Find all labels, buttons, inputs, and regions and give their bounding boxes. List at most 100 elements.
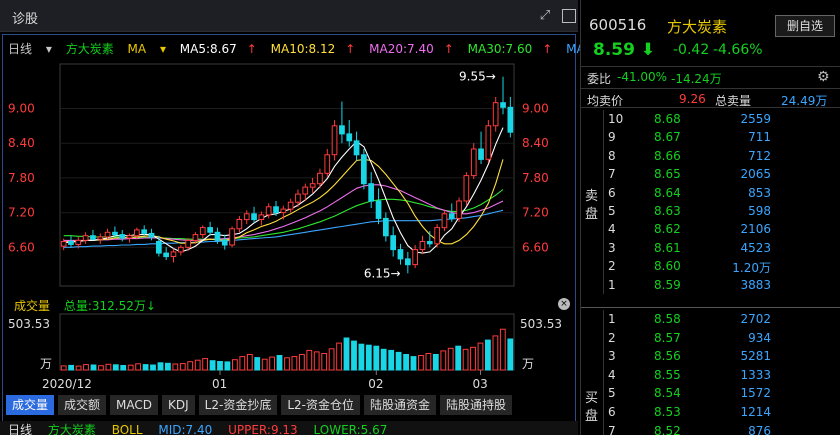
panel-titlebar: 诊股 ⤢ <box>0 0 578 32</box>
sell-level-row[interactable]: 7 8.65 2065 <box>604 165 840 183</box>
buy-level-row[interactable]: 1 8.58 2702 <box>604 310 840 329</box>
level-price: 8.64 <box>654 185 681 200</box>
level-quantity: 934 <box>748 330 771 345</box>
candle-body <box>317 172 323 185</box>
volume-bar <box>455 345 462 371</box>
volume-bar <box>306 349 313 371</box>
volume-tick-left: 503.53 <box>8 317 50 331</box>
restore-window-icon[interactable] <box>562 9 576 23</box>
volume-bar <box>75 365 82 371</box>
level-number: 5 <box>608 203 616 218</box>
candle-body <box>331 125 338 156</box>
volume-bar <box>477 342 484 371</box>
candle-body <box>412 249 418 266</box>
high-annotation: 9.55→ <box>459 70 496 84</box>
level-quantity: 2106 <box>740 222 771 237</box>
buy-level-row[interactable]: 5 8.54 1572 <box>604 384 840 403</box>
tab-volume[interactable]: 成交量 <box>6 395 55 415</box>
sell-level-row[interactable]: 4 8.62 2106 <box>604 220 840 238</box>
sell-level-row[interactable]: 5 8.63 598 <box>604 202 840 220</box>
indicator-label[interactable]: BOLL <box>111 423 143 435</box>
candle-body <box>82 235 89 241</box>
sell-level-row[interactable]: 9 8.67 711 <box>604 128 840 146</box>
volume-bar <box>165 362 171 371</box>
candle-body <box>375 200 382 219</box>
buy-level-row[interactable]: 4 8.55 1333 <box>604 366 840 385</box>
volume-bar <box>358 343 365 371</box>
candle-body <box>243 213 250 221</box>
volume-bar <box>351 340 357 371</box>
volume-chart[interactable]: 503.53 503.53 万 万 2020/12 01 02 03 <box>0 296 578 394</box>
level-quantity: 711 <box>748 130 771 145</box>
sell-level-row[interactable]: 6 8.64 853 <box>604 184 840 202</box>
total-sell-label: 总卖量 <box>715 94 752 108</box>
tab-turnover[interactable]: 成交额 <box>58 395 107 415</box>
tab-l2-bottom[interactable]: L2-资金抄底 <box>198 395 278 415</box>
candle-body <box>287 201 294 210</box>
level-number: 8 <box>608 148 616 163</box>
level-price: 8.57 <box>654 330 681 345</box>
candle-body <box>214 231 221 241</box>
boll-upper: UPPER:9.13 <box>228 423 298 435</box>
expand-icon[interactable]: ⤢ <box>539 8 551 23</box>
avg-sell-value: 9.26 <box>679 92 706 106</box>
volume-bar <box>395 351 402 371</box>
sell-level-row[interactable]: 3 8.61 4523 <box>604 239 840 257</box>
y-tick-label-left: 7.80 <box>8 171 35 185</box>
level-price: 8.52 <box>654 423 681 435</box>
volume-bar <box>98 365 104 371</box>
candle-body <box>478 148 484 160</box>
candle-body <box>104 231 111 238</box>
buy-level-row[interactable]: 7 8.52 876 <box>604 422 840 435</box>
level-price: 8.67 <box>654 130 681 145</box>
period-selector[interactable]: 日线 ▾ <box>8 42 52 56</box>
tab-l2-position[interactable]: L2-资金仓位 <box>281 395 360 415</box>
sell-level-row[interactable]: 8 8.66 712 <box>604 147 840 165</box>
order-ratio-row: 委比 -41.00% -14.24万 ⚙ <box>581 66 840 86</box>
candle-body <box>441 213 448 229</box>
candle-body <box>390 235 396 251</box>
candle-body <box>419 241 426 251</box>
close-icon[interactable]: × <box>558 298 570 310</box>
y-tick-label-right: 6.60 <box>522 240 549 254</box>
buy-level-row[interactable]: 3 8.56 5281 <box>604 347 840 366</box>
candle-body <box>507 106 514 133</box>
level-quantity: 2065 <box>740 167 771 182</box>
price-change-pct: -4.66% <box>713 42 763 58</box>
ma-selector[interactable]: MA ▾ <box>127 42 166 56</box>
candle-body <box>456 200 462 219</box>
gear-icon[interactable]: ⚙ <box>817 69 830 85</box>
panel-title: 诊股 <box>12 12 39 27</box>
level-price: 8.62 <box>654 222 681 237</box>
y-tick-label-right: 9.00 <box>522 101 549 115</box>
volume-bar <box>365 344 372 371</box>
buy-level-row[interactable]: 6 8.53 1214 <box>604 403 840 422</box>
candlestick-chart[interactable]: 9.00 9.00 8.40 8.40 7.80 7.80 7.20 7.20 6.60 6.60… <box>0 60 578 292</box>
buy-level-row[interactable]: 2 8.57 934 <box>604 329 840 348</box>
candle-body <box>361 154 367 185</box>
boll-mid: MID:7.40 <box>158 423 213 435</box>
volume-bar <box>246 354 253 371</box>
volume-bar <box>321 353 328 371</box>
level-number: 2 <box>608 330 616 345</box>
level-number: 9 <box>608 130 616 145</box>
sell-level-row[interactable]: 1 8.59 3883 <box>604 276 840 294</box>
tab-kdj[interactable]: KDJ <box>162 395 195 415</box>
candle-body <box>185 239 192 248</box>
candle-body <box>134 229 140 237</box>
volume-header: 成交量 总量:312.52万↓ <box>14 297 156 314</box>
sell-level-row[interactable]: 2 8.60 1.20万 <box>604 257 840 275</box>
tab-northbound-flow[interactable]: 陆股通资金 <box>363 395 436 415</box>
stock-name: 方大炭素 <box>667 18 728 36</box>
candle-body <box>280 208 287 214</box>
volume-bar <box>232 359 238 371</box>
tab-macd[interactable]: MACD <box>110 395 159 415</box>
remove-watchlist-button[interactable]: 删自选 <box>775 15 835 37</box>
tab-northbound-holdings[interactable]: 陆股通持股 <box>440 395 513 415</box>
candle-body <box>426 241 433 245</box>
volume-bar <box>224 361 231 371</box>
sell-level-row[interactable]: 10 8.68 2559 <box>604 110 840 128</box>
candle-body <box>492 102 499 127</box>
level-number: 1 <box>608 312 616 326</box>
level-quantity: 712 <box>748 148 771 163</box>
